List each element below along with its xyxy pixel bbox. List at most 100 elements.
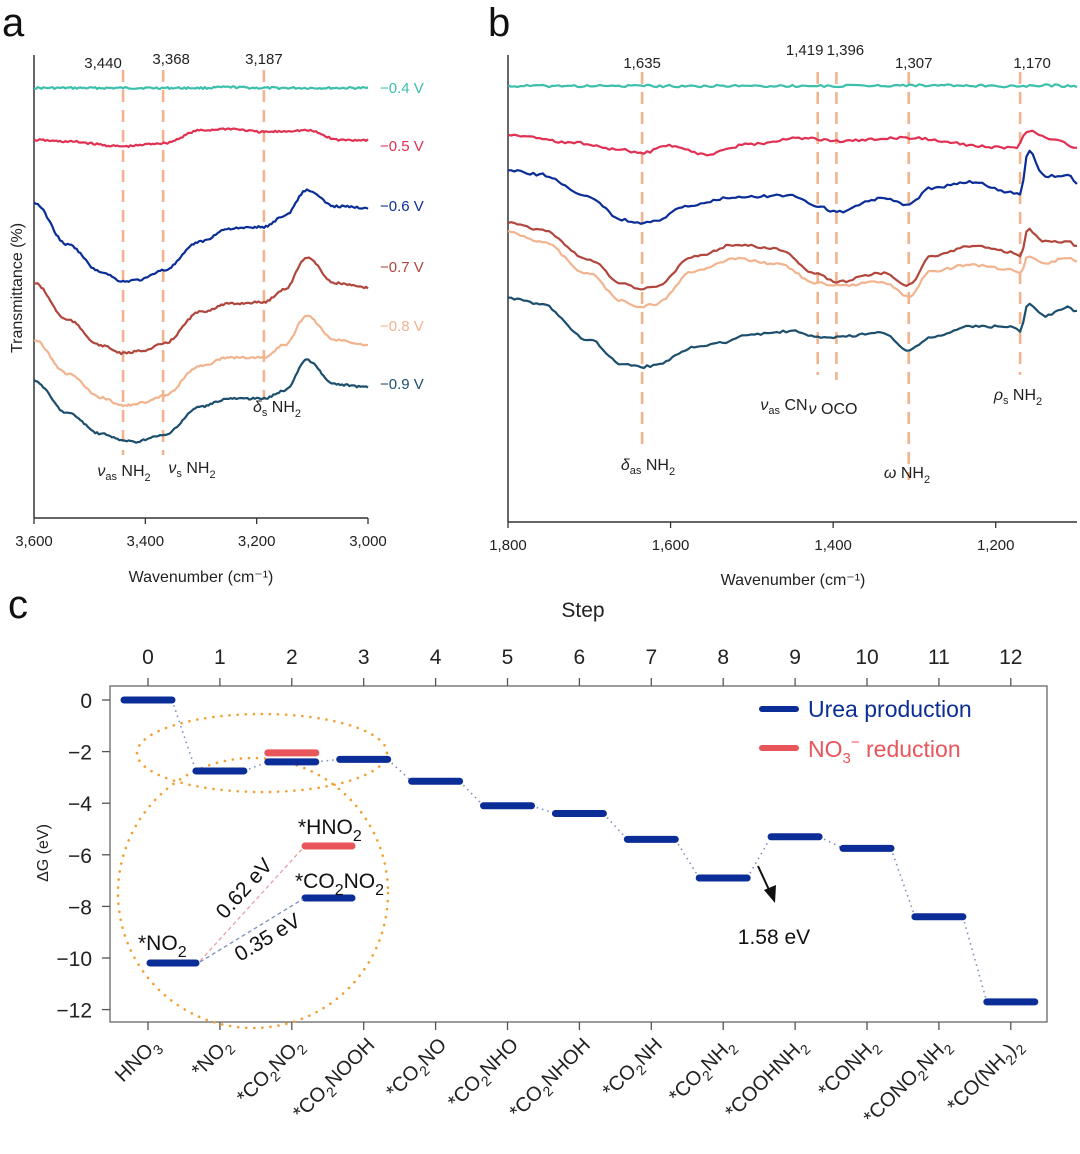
panel-letter-b: b — [488, 1, 510, 45]
y-tick-label: −6 — [68, 845, 92, 868]
barrier-arrow — [757, 865, 771, 893]
y-tick-label: −12 — [56, 1000, 92, 1023]
inset-source-ellipse — [135, 712, 389, 794]
legend-label-no3: NO3− reduction — [808, 734, 961, 767]
species-label: *CO2NO — [382, 1034, 454, 1106]
x-tick-label: 3,000 — [349, 533, 387, 550]
spectrum-line — [33, 314, 369, 408]
species-label: HNO3 — [111, 1034, 166, 1089]
step-tick-label: 1 — [214, 646, 226, 669]
x-tick-label: 1,600 — [652, 537, 690, 554]
potential-label: −0.9 V — [380, 376, 424, 393]
potential-label: −0.6 V — [380, 198, 424, 215]
peak-position-label: 1,419 — [786, 42, 824, 59]
pathway-connector — [674, 838, 700, 879]
potential-label: −0.4 V — [380, 80, 424, 97]
x-tick-label: 3,600 — [15, 533, 53, 550]
band-assignment-label: ν OCO — [809, 401, 858, 418]
x-tick-label: 1,400 — [814, 537, 852, 554]
inset-co2no2-label: *CO2NO2 — [295, 870, 384, 899]
panel-c-energy-diagram: Step ΔG (eV) 0 1 2 3 4 5 6 7 8 9 10 11 120−2−4−6−8−1… — [35, 599, 1048, 1129]
barrier-arrowhead-icon — [764, 885, 776, 903]
pathway-connector — [962, 916, 988, 1003]
spectrum-line — [33, 358, 369, 444]
spectrum-line — [507, 296, 1078, 370]
step-tick-label: 7 — [645, 646, 657, 669]
barrier-label: 1.58 eV — [738, 926, 810, 949]
peak-position-label: 3,368 — [152, 51, 190, 68]
spectrum-line — [34, 85, 369, 91]
y-tick-label: −8 — [68, 896, 92, 919]
pathway-connector — [746, 836, 772, 879]
species-label: *NO2 — [188, 1034, 239, 1085]
panel-c-plot-frame — [109, 685, 1048, 1023]
pathway-connector — [602, 812, 628, 840]
spectrum-line — [33, 127, 369, 148]
panel-c-top-xlabel: Step — [561, 599, 604, 622]
pathway-connector — [171, 699, 197, 772]
y-tick-label: −10 — [56, 948, 92, 971]
pathway-connector — [387, 758, 413, 782]
y-tick-label: −4 — [68, 793, 92, 816]
inset-zoom-circle — [116, 756, 390, 1030]
band-assignment-label: νs NH2 — [168, 460, 215, 481]
step-tick-label: 2 — [286, 646, 298, 669]
panel-letter-a: a — [2, 1, 25, 45]
species-label: *CO2NH — [599, 1034, 670, 1105]
pathway-connector — [531, 805, 556, 815]
inset-co2no2-barrier-label: 0.35 eV — [231, 909, 305, 966]
potential-label: −0.8 V — [380, 318, 424, 335]
species-label: *CONH2 — [814, 1034, 885, 1105]
step-tick-label: 8 — [717, 646, 729, 669]
inset-hno2-path — [199, 847, 304, 962]
step-tick-label: 3 — [358, 646, 370, 669]
peak-position-label: 3,440 — [84, 55, 122, 72]
barrier-annotation: 1.58 eV — [738, 865, 810, 949]
peak-position-label: 1,635 — [623, 55, 661, 72]
pathway-connector — [459, 780, 485, 807]
inset-co2no2-path — [199, 898, 304, 963]
band-assignment-label: δs NH2 — [253, 399, 301, 420]
peak-position-label: 1,396 — [827, 42, 865, 59]
step-tick-label: 10 — [855, 646, 878, 669]
band-assignment-label: νas CN — [760, 397, 807, 417]
step-tick-label: 4 — [430, 646, 442, 669]
potential-label: −0.5 V — [380, 138, 424, 155]
step-tick-label: 0 — [142, 646, 154, 669]
peak-position-label: 3,187 — [245, 51, 283, 68]
y-tick-label: −2 — [68, 742, 92, 765]
inset-no2-label: *NO2 — [138, 932, 187, 961]
x-tick-label: 1,200 — [977, 537, 1015, 554]
peak-position-label: 1,170 — [1013, 55, 1051, 72]
spectrum-line — [507, 221, 1078, 291]
legend: Urea production NO3− reduction — [759, 696, 972, 767]
panel-a-xlabel: Wavenumber (cm⁻¹) — [129, 569, 274, 586]
peak-position-label: 1,307 — [895, 55, 933, 72]
panel-c-ylabel: ΔG (eV) — [35, 824, 52, 882]
panel-a-ylabel: Transmittance (%) — [9, 223, 26, 353]
band-assignment-label: ρs NH2 — [993, 387, 1042, 408]
species-label: *CO(NH2)2 — [943, 1034, 1029, 1120]
potential-label: −0.7 V — [380, 259, 424, 276]
spectrum-line — [508, 149, 1078, 225]
step-tick-label: 11 — [928, 646, 950, 669]
panel-b-xlabel: Wavenumber (cm⁻¹) — [721, 572, 866, 589]
spectrum-line — [507, 129, 1078, 157]
pathway-connector — [890, 848, 916, 917]
pathway-connector — [818, 836, 844, 850]
band-assignment-label: νas NH2 — [97, 463, 150, 484]
step-tick-label: 12 — [999, 646, 1022, 669]
spectrum-line — [33, 188, 369, 283]
band-assignment-label: δas NH2 — [621, 457, 675, 478]
pathway-connector — [315, 758, 340, 763]
inset-hno2-label: *HNO2 — [298, 816, 362, 845]
pathway-connector — [243, 761, 269, 772]
band-assignment-label: ω NH2 — [884, 465, 930, 486]
step-tick-label: 9 — [789, 646, 801, 669]
spectrum-line — [507, 230, 1078, 309]
spectrum-line — [507, 83, 1078, 89]
x-tick-label: 1,800 — [489, 537, 527, 554]
panel-b-spectra: Wavenumber (cm⁻¹) 1,635 1,419 1,396 1,307 1,… — [489, 42, 1078, 589]
panel-a-spectra: Transmittance (%) Wavenumber (cm⁻¹) 3,44… — [9, 51, 424, 586]
x-tick-label: 3,400 — [127, 533, 165, 550]
